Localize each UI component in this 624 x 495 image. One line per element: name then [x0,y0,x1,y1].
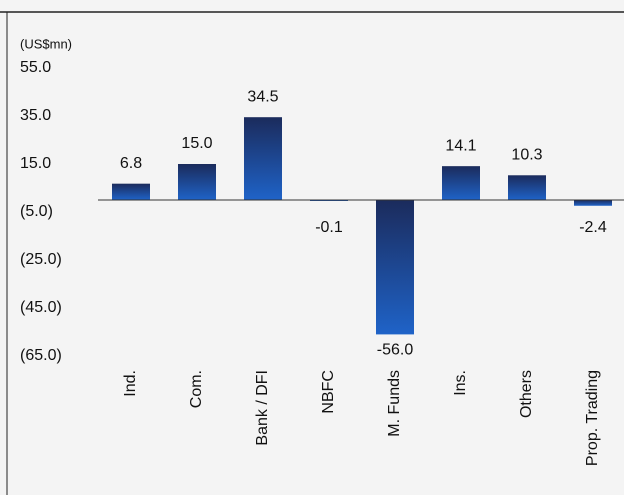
y-tick-label: (5.0) [20,203,53,220]
y-tick-label: 15.0 [20,155,51,172]
y-tick-label: (45.0) [20,299,62,316]
bar [376,200,414,335]
x-tick-label: Ins. [452,370,469,396]
x-tick-label: M. Funds [386,370,403,437]
value-label: -0.1 [315,219,343,236]
x-tick-label: Bank / DFI [254,370,271,446]
y-axis-label: (US$mn) [20,36,72,51]
x-tick-label: NBFC [320,370,337,414]
value-label: 34.5 [247,88,278,105]
x-tick-label: Com. [188,370,205,408]
bar [112,183,150,200]
x-tick-label: Others [518,370,535,418]
value-label: -2.4 [579,219,607,236]
value-label: 15.0 [181,135,212,152]
bar [508,175,546,200]
y-tick-label: 35.0 [20,107,51,124]
bar [178,164,216,200]
value-label: 10.3 [511,146,542,163]
y-tick-label: (25.0) [20,251,62,268]
bar [574,200,612,206]
bar [244,117,282,200]
y-tick-label: 55.0 [20,59,51,76]
value-label: 6.8 [120,155,142,172]
bar [442,166,480,200]
value-label: -56.0 [377,342,414,359]
x-tick-label: Prop. Trading [584,370,601,466]
y-tick-label: (65.0) [20,347,62,364]
x-tick-label: Ind. [122,370,139,397]
value-label: 14.1 [445,137,476,154]
